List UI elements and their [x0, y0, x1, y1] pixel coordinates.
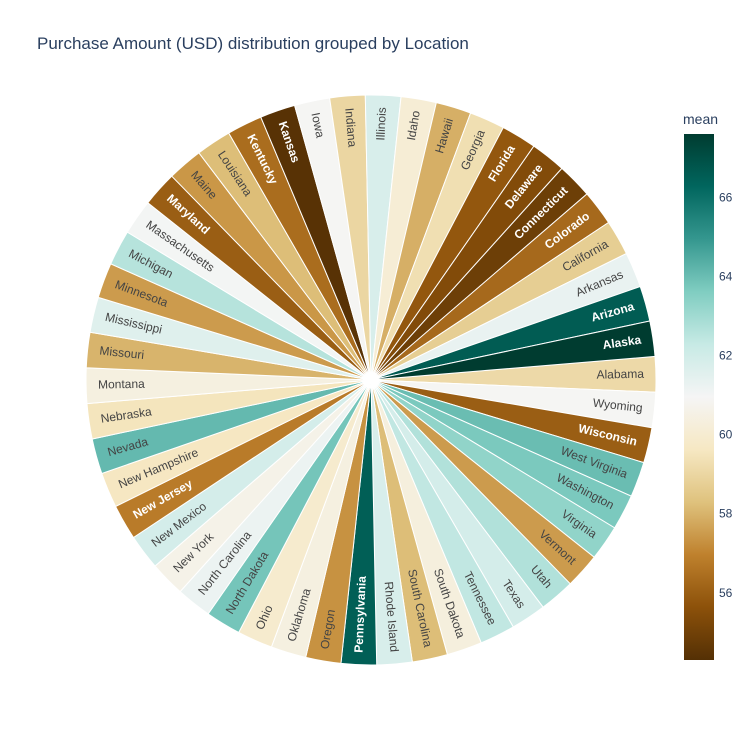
colorbar-tick-label: 60: [719, 428, 733, 442]
slice-label: Wyoming: [592, 396, 643, 415]
slice-label: Idaho: [404, 109, 423, 141]
slice-alaska[interactable]: [370, 320, 656, 381]
colorbar-tick-label: 64: [719, 269, 733, 283]
colorbar: mean 56 58 60 62 64 66: [683, 111, 733, 660]
slice-label: Iowa: [308, 111, 327, 139]
colorbar-tick-label: 66: [719, 190, 733, 204]
colorbar-gradient: [684, 134, 714, 660]
slice-label: Montana: [98, 377, 145, 392]
slice-label: Alabama: [596, 367, 644, 382]
slice-label: Alaska: [602, 333, 643, 353]
colorbar-title: mean: [683, 111, 718, 127]
slice-label: Oregon: [318, 608, 339, 650]
colorbar-tick-label: 56: [719, 586, 733, 600]
slice-label: Rhode Island: [382, 581, 402, 653]
slice-label: Missouri: [99, 343, 145, 362]
slice-label: Indiana: [342, 107, 359, 148]
colorbar-tick-label: 58: [719, 507, 733, 521]
slice-label: Pennsylvania: [351, 575, 368, 653]
slice-label: Illinois: [373, 107, 388, 141]
chart-title: Purchase Amount (USD) distribution group…: [37, 34, 469, 53]
colorbar-tick-label: 62: [719, 348, 733, 362]
